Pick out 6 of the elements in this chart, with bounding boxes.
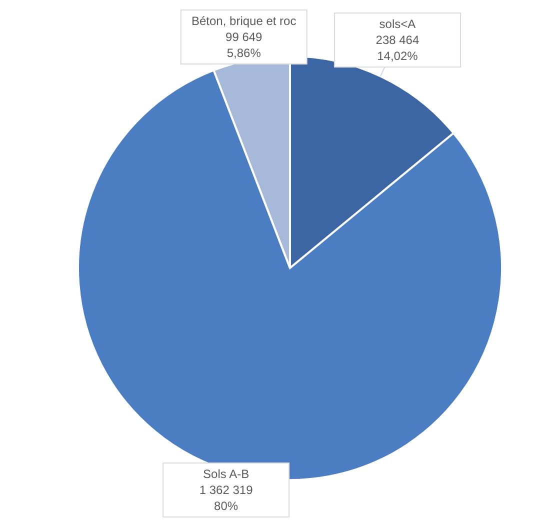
slice-label: Béton, brique et roc xyxy=(192,14,296,28)
data-label: 99 649 5,86% xyxy=(226,30,263,60)
slice-label: Sols A-B xyxy=(203,467,250,481)
slice-label: sols<A xyxy=(379,17,416,32)
data-label: 238 464 14,02% xyxy=(376,33,420,64)
data-label: 1 362 319 80% xyxy=(199,483,254,513)
